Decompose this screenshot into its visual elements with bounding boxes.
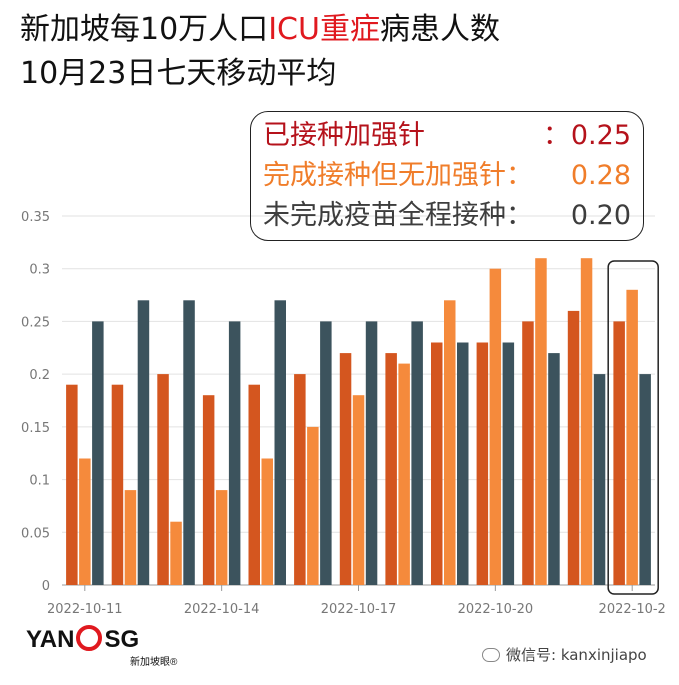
legend-label: 未完成疫苗全程接种 [263,200,506,231]
bar-series-0-6 [339,353,352,585]
wechat-icon [482,648,500,662]
legend-value: 0.25 [570,120,631,151]
bar-series-1-5 [307,426,319,585]
bar-series-1-7 [398,363,410,585]
bar-series-0-2 [157,374,169,585]
bar-series-2-1 [137,300,150,585]
title-part-3: 病患人数 [379,12,500,47]
bar-series-0-3 [202,395,215,585]
logo-text-right: SG [104,626,140,653]
bar-series-2-4 [274,300,286,585]
y-tick-label: 0.25 [21,315,50,330]
x-tick-label: 2022-10-14 [184,602,260,617]
bar-series-1-1 [124,490,137,585]
y-tick-label: 0.05 [21,526,50,541]
bar-series-1-9 [489,268,502,585]
bar-series-2-2 [183,300,195,585]
highlight-box [607,260,659,595]
y-tick-label: 0.15 [21,421,50,436]
bar-series-2-5 [320,321,332,585]
legend-separator: ： [543,120,570,151]
legend-separator: ： [506,200,533,231]
bars [66,258,651,585]
bar-series-2-10 [548,353,560,585]
bar-series-0-0 [66,384,78,585]
title-line-1: 新加坡每10万人口ICU重症病患人数 [20,8,500,52]
legend-value: 0.28 [570,160,631,191]
bar-series-2-12 [639,374,651,585]
bar-series-1-12 [626,289,638,585]
y-tick-label: 0.3 [29,263,50,278]
title-line-2: 10月23日七天移动平均 [20,56,337,91]
bar-series-1-3 [215,490,228,585]
legend-separator: ： [506,160,533,191]
y-tick-label: 0.1 [29,474,50,489]
x-tick-label: 2022-10-2 [599,602,666,617]
x-tick-label: 2022-10-20 [458,602,534,617]
yansg-logo: YAN SG 新加坡眼® [26,625,177,668]
bar-series-0-10 [522,321,534,585]
legend-label: 已接种加强针 [263,120,425,151]
bar-series-1-8 [444,300,456,585]
bar-series-1-6 [352,395,365,585]
wechat-id: 微信号: kanxinjiapo [482,644,647,665]
bar-series-0-4 [248,384,260,585]
legend: 已接种加强针： 0.25 完成接种但无加强针： 0.28 未完成疫苗全程接种： 0.2… [250,111,644,241]
chart-title: 新加坡每10万人口ICU重症病患人数 10月23日七天移动平均 [20,8,500,96]
bar-series-0-7 [385,353,397,585]
bar-series-2-7 [411,321,423,585]
highlight-rect [607,260,659,595]
title-part-1: 新加坡每10万人口 [20,12,269,47]
bar-series-0-11 [567,310,580,585]
bar-series-1-11 [580,258,593,585]
bar-series-2-3 [228,321,241,585]
bar-series-1-2 [170,521,182,585]
bar-series-2-9 [502,342,515,585]
bar-series-2-8 [457,342,469,585]
x-tick-label: 2022-10-11 [47,602,123,617]
y-tick-label: 0.35 [21,210,50,225]
bar-series-2-11 [593,374,606,585]
bar-series-2-0 [92,321,104,585]
logo-text-left: YAN [26,626,75,653]
bar-series-0-8 [431,342,443,585]
title-part-icu: ICU重症 [268,12,380,47]
y-tick-label: 0.2 [29,368,50,383]
x-axis: 2022-10-11 2022-10-14 2022-10-17 2022-10-20… [47,585,666,617]
magnifier-icon [76,625,103,651]
x-tick-label: 2022-10-17 [321,602,397,617]
wechat-text: 微信号: kanxinjiapo [506,646,647,664]
y-axis: 0 0.05 0.1 0.15 0.2 0.25 0.3 0.35 [21,210,50,594]
legend-item-booster: 已接种加强针 ： 0.25 [263,116,643,156]
legend-item-unvaccinated: 未完成疫苗全程接种： 0.20 [263,196,643,236]
bar-series-2-6 [365,321,378,585]
bar-series-1-10 [535,258,547,585]
logo-subtitle: 新加坡眼® [130,657,178,668]
bar-series-1-0 [79,458,91,585]
legend-label: 完成接种但无加强针 [263,160,506,191]
legend-item-no-booster: 完成接种但无加强针： 0.28 [263,156,643,196]
bar-series-0-9 [476,342,489,585]
bar-series-0-5 [294,374,306,585]
legend-value: 0.20 [570,200,631,231]
bar-series-0-1 [111,384,124,585]
bar-series-0-12 [613,321,625,585]
y-tick-label: 0 [42,579,50,594]
bar-series-1-4 [261,458,273,585]
